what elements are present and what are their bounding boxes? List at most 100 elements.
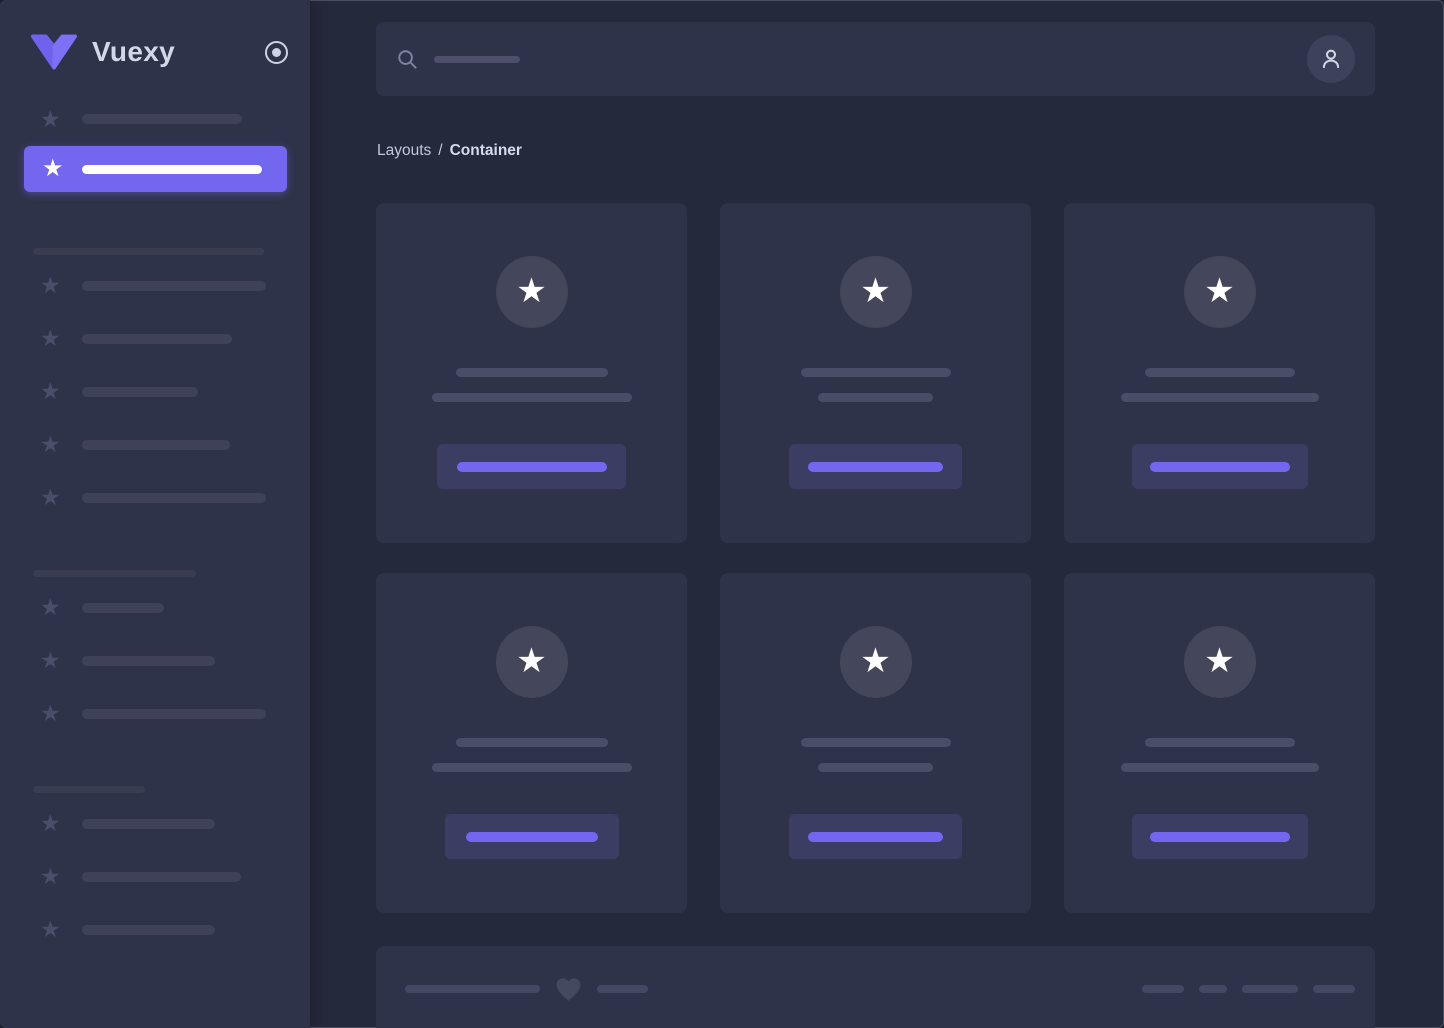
star-icon: ★ [516,641,547,680]
layout-card: ★ [720,573,1031,913]
sidebar-menu-item[interactable]: ★ [0,903,310,956]
layout-card: ★ [376,573,687,913]
footer-links [1142,977,1355,1001]
sidebar-menu-item[interactable]: ★ [0,365,310,418]
card-text-skeleton [818,763,933,772]
star-icon: ★ [40,863,61,889]
sidebar-menu-item[interactable]: ★ [0,850,310,903]
menu-item-label-skeleton [82,492,266,503]
breadcrumb: Layouts / Container [377,142,1375,161]
menu-item-label-skeleton [82,602,164,613]
footer-link-skeleton[interactable] [1242,985,1298,993]
layout-card: ★ [376,203,687,543]
footer-card [376,946,1375,1028]
section-items: ★ ★ ★ [0,581,310,740]
card-text-skeleton [818,393,933,402]
sidebar-menu-item[interactable]: ★ [0,634,310,687]
star-icon: ★ [40,484,61,510]
card-avatar-circle: ★ [839,256,912,328]
card-action-button[interactable] [444,814,619,859]
user-avatar[interactable] [1307,35,1355,83]
breadcrumb-parent[interactable]: Layouts [377,142,432,159]
footer-left [405,977,648,1001]
star-icon: ★ [860,271,891,310]
card-text-skeleton [800,368,951,377]
menu-item-label-skeleton [82,818,215,829]
search-bar[interactable] [376,22,1375,96]
star-icon: ★ [40,325,61,351]
star-icon: ★ [860,641,891,680]
footer-text-skeleton [597,985,648,993]
card-avatar-circle: ★ [1183,256,1256,328]
search-placeholder-skeleton [434,55,520,63]
sidebar-section: ★ ★ ★ [0,570,310,740]
card-action-button[interactable] [1131,814,1308,859]
cards-grid: ★ ★ ★ ★ ★ ★ [376,203,1375,913]
card-text-skeleton [455,738,608,747]
button-label-skeleton [808,831,943,842]
card-action-button[interactable] [789,444,962,489]
sidebar-menu-item[interactable]: ★ [0,581,310,634]
sidebar-menu-item[interactable]: ★ [0,418,310,471]
star-icon: ★ [40,594,61,620]
card-text-skeleton [800,738,951,747]
sidebar-menu-item[interactable]: ★ [0,106,310,132]
section-header-skeleton [33,248,264,255]
footer-link-skeleton[interactable] [1199,985,1227,993]
sidebar-section: ★ ★ ★ ★ ★ [0,248,310,524]
sidebar-menu-item[interactable]: ★ [0,797,310,850]
sidebar-sections: ★ ★ ★ ★ ★ ★ ★ ★ ★ ★ ★ [0,248,310,956]
footer-link-skeleton[interactable] [1142,985,1184,993]
star-icon: ★ [40,105,61,132]
star-icon: ★ [40,916,61,942]
sidebar-menu-item[interactable]: ★ [0,687,310,740]
brand-title: Vuexy [92,36,175,67]
sidebar: Vuexy ★ ★ ★ ★ ★ ★ ★ ★ ★ ★ ★ ★ ★ [0,0,310,1028]
star-icon: ★ [42,155,64,182]
button-label-skeleton [1149,461,1290,472]
card-avatar-circle: ★ [495,626,568,698]
sidebar-menu-item[interactable]: ★ [0,471,310,524]
menu-item-label-skeleton [82,280,266,291]
button-label-skeleton [456,461,607,472]
star-icon: ★ [516,271,547,310]
sidebar-menu-item-active[interactable]: ★ [24,146,287,192]
breadcrumb-current: Container [449,142,522,159]
card-action-button[interactable] [789,814,962,859]
sidebar-menu-item[interactable]: ★ [0,312,310,365]
menu-item-label-skeleton [82,333,232,344]
section-header-skeleton [33,570,196,577]
card-text-skeleton [1120,393,1319,402]
menu-item-label-skeleton [82,708,266,719]
card-text-skeleton [1120,763,1319,772]
menu-item-label-skeleton [82,439,230,450]
layout-card: ★ [1064,203,1375,543]
layout-card: ★ [1064,573,1375,913]
button-label-skeleton [1149,831,1290,842]
star-icon: ★ [1204,641,1235,680]
star-icon: ★ [40,700,61,726]
card-action-button[interactable] [437,444,626,489]
vuexy-logo-icon [30,34,78,70]
star-icon: ★ [40,378,61,404]
menu-item-label-skeleton [82,924,215,935]
section-header-skeleton [33,786,145,793]
sidebar-menu-item[interactable]: ★ [0,259,310,312]
card-text-skeleton [431,763,632,772]
menu-pin-toggle-icon[interactable] [265,40,288,64]
sidebar-header: Vuexy [30,30,288,74]
card-avatar-circle: ★ [495,256,568,328]
button-label-skeleton [808,461,943,472]
menu-item-label-skeleton [82,655,215,666]
heart-icon [554,976,583,1002]
person-icon [1322,49,1340,69]
card-text-skeleton [431,393,632,402]
star-icon: ★ [1204,271,1235,310]
footer-link-skeleton[interactable] [1313,985,1355,993]
section-items: ★ ★ ★ ★ ★ [0,259,310,524]
star-icon: ★ [40,647,61,673]
star-icon: ★ [40,431,61,457]
menu-item-label-skeleton [82,871,241,882]
card-action-button[interactable] [1131,444,1308,489]
